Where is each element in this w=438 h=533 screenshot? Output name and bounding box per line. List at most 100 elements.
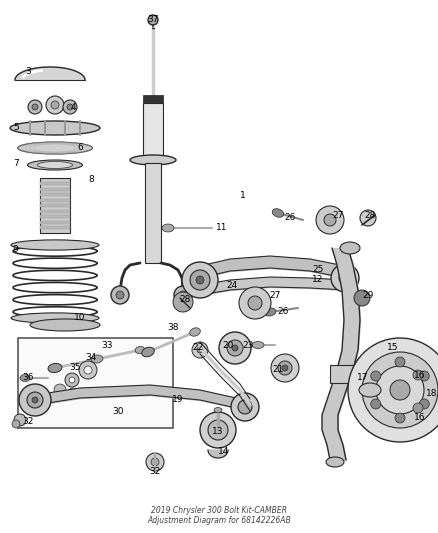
Circle shape <box>27 392 43 408</box>
Ellipse shape <box>135 346 145 353</box>
Circle shape <box>219 332 251 364</box>
Text: 32: 32 <box>22 417 34 426</box>
Text: 12: 12 <box>312 276 324 285</box>
Circle shape <box>227 340 243 356</box>
Text: 6: 6 <box>77 143 83 152</box>
Circle shape <box>362 352 438 428</box>
Text: 27: 27 <box>269 290 281 300</box>
Circle shape <box>84 366 92 374</box>
Circle shape <box>51 101 59 109</box>
Ellipse shape <box>38 161 73 168</box>
Circle shape <box>238 400 252 414</box>
Circle shape <box>282 365 288 371</box>
Ellipse shape <box>48 364 62 373</box>
Text: 26: 26 <box>277 308 289 317</box>
Circle shape <box>192 342 208 358</box>
Circle shape <box>324 214 336 226</box>
Circle shape <box>390 380 410 400</box>
Circle shape <box>151 458 159 466</box>
Ellipse shape <box>142 347 154 357</box>
Text: 8: 8 <box>88 175 94 184</box>
Text: 21: 21 <box>272 366 284 375</box>
Circle shape <box>231 393 259 421</box>
Text: 32: 32 <box>149 467 161 477</box>
Circle shape <box>190 270 210 290</box>
FancyBboxPatch shape <box>40 178 70 233</box>
Circle shape <box>316 206 344 234</box>
Text: 18: 18 <box>426 389 438 398</box>
Circle shape <box>79 361 97 379</box>
Text: 7: 7 <box>13 158 19 167</box>
Circle shape <box>419 399 429 409</box>
Ellipse shape <box>91 355 103 363</box>
Text: 22: 22 <box>192 343 204 351</box>
FancyBboxPatch shape <box>40 182 70 185</box>
Text: 29: 29 <box>362 290 374 300</box>
Ellipse shape <box>252 342 264 349</box>
Text: 25: 25 <box>312 265 324 274</box>
Ellipse shape <box>130 155 176 165</box>
Circle shape <box>173 292 193 312</box>
FancyBboxPatch shape <box>40 204 70 207</box>
Text: 35: 35 <box>69 364 81 373</box>
Circle shape <box>63 100 77 114</box>
Circle shape <box>19 384 51 416</box>
Text: 2019 Chrysler 300 Bolt Kit-CAMBER
Adjustment Diagram for 68142226AB: 2019 Chrysler 300 Bolt Kit-CAMBER Adjust… <box>147 506 291 525</box>
Circle shape <box>331 264 359 292</box>
Text: 36: 36 <box>22 374 34 383</box>
FancyBboxPatch shape <box>145 163 161 263</box>
Text: 20: 20 <box>223 341 234 350</box>
Circle shape <box>395 413 405 423</box>
Circle shape <box>360 210 376 226</box>
Text: 19: 19 <box>172 395 184 405</box>
FancyBboxPatch shape <box>143 95 163 103</box>
Circle shape <box>69 377 75 383</box>
Circle shape <box>65 373 79 387</box>
Circle shape <box>197 347 203 353</box>
Text: 3: 3 <box>25 68 31 77</box>
FancyBboxPatch shape <box>40 209 70 213</box>
Text: 11: 11 <box>216 222 228 231</box>
Circle shape <box>271 354 299 382</box>
Circle shape <box>28 100 42 114</box>
Ellipse shape <box>423 370 438 410</box>
FancyBboxPatch shape <box>40 198 70 201</box>
FancyBboxPatch shape <box>40 193 70 196</box>
Ellipse shape <box>359 383 381 397</box>
FancyBboxPatch shape <box>143 103 163 158</box>
FancyBboxPatch shape <box>18 338 173 428</box>
Text: 4: 4 <box>70 102 76 111</box>
Ellipse shape <box>11 240 99 250</box>
Ellipse shape <box>190 328 200 336</box>
Text: 27: 27 <box>332 211 344 220</box>
Circle shape <box>196 276 204 284</box>
Text: 16: 16 <box>414 413 426 422</box>
Ellipse shape <box>28 160 82 170</box>
Ellipse shape <box>18 142 92 154</box>
Circle shape <box>32 104 38 110</box>
Text: 16: 16 <box>414 370 426 379</box>
Circle shape <box>12 420 20 428</box>
FancyBboxPatch shape <box>330 365 375 383</box>
Text: 9: 9 <box>12 246 18 254</box>
FancyBboxPatch shape <box>40 221 70 223</box>
Ellipse shape <box>272 209 284 217</box>
Text: 23: 23 <box>242 341 254 350</box>
Ellipse shape <box>30 319 100 331</box>
Text: 38: 38 <box>167 324 179 333</box>
Circle shape <box>376 366 424 414</box>
Circle shape <box>239 287 271 319</box>
Text: 15: 15 <box>387 343 399 352</box>
Text: 17: 17 <box>357 374 369 383</box>
Circle shape <box>111 286 129 304</box>
Circle shape <box>179 291 187 299</box>
Text: 28: 28 <box>364 211 376 220</box>
Circle shape <box>148 15 158 25</box>
Text: 24: 24 <box>226 280 238 289</box>
Text: 26: 26 <box>284 214 296 222</box>
Circle shape <box>352 366 368 382</box>
Text: 30: 30 <box>112 408 124 416</box>
Circle shape <box>146 453 164 471</box>
Circle shape <box>354 290 370 306</box>
Circle shape <box>278 361 292 375</box>
